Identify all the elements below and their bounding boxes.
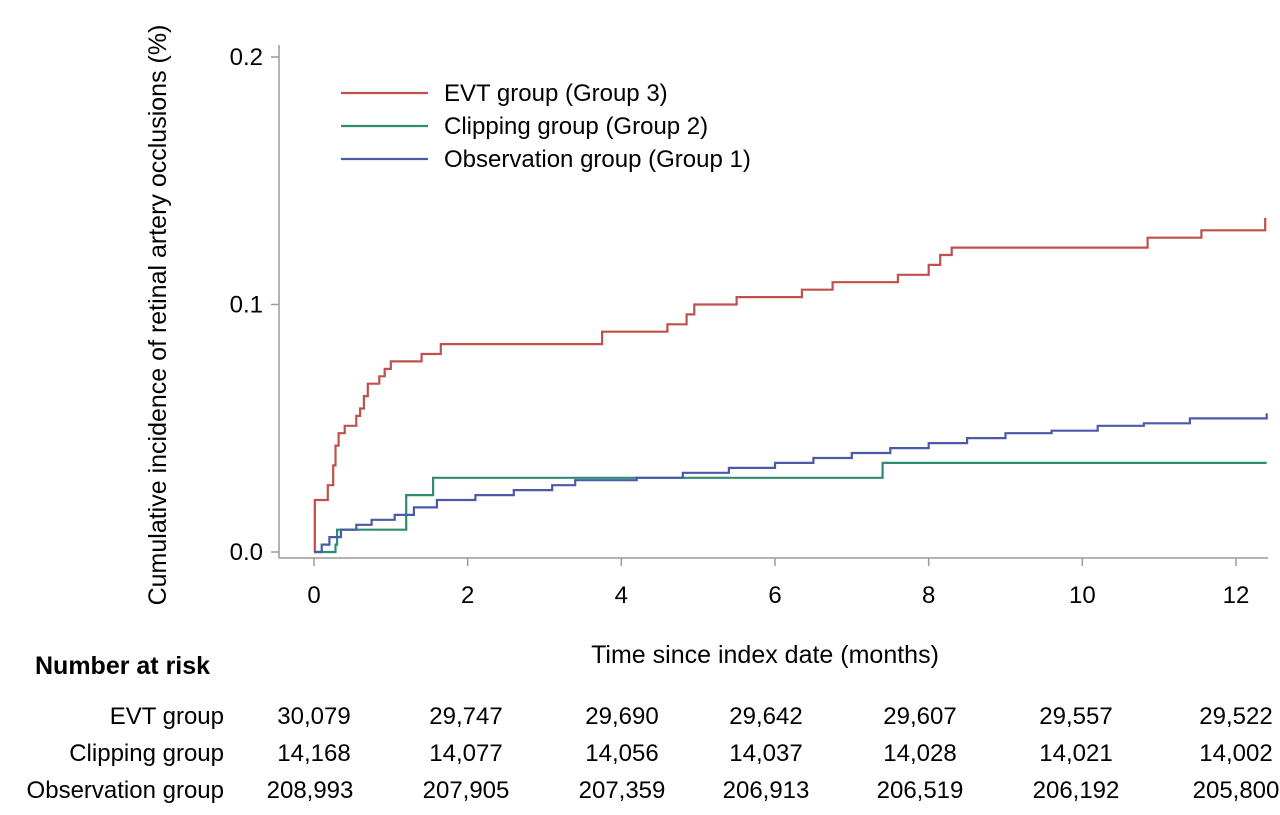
x-axis-label: Time since index date (months)	[591, 641, 939, 669]
y-axis-label: Cumulative incidence of retinal artery o…	[144, 25, 172, 606]
risk-cell: 29,557	[1039, 703, 1113, 730]
risk-cell: 29,690	[585, 703, 659, 730]
risk-cell: 14,028	[883, 740, 957, 767]
risk-cell: 206,192	[1032, 777, 1120, 804]
x-tick-label: 0	[307, 582, 320, 609]
risk-cell: 206,913	[722, 777, 810, 804]
legend-label: Clipping group (Group 2)	[444, 113, 708, 140]
y-tick-label: 0.1	[230, 292, 263, 319]
risk-cell: 14,056	[585, 740, 659, 767]
chart-axes: 0.0 0.1 0.2 0 2 4 6 8 10 12	[230, 44, 1268, 609]
x-tick-label: 2	[461, 582, 474, 609]
risk-table-title: Number at risk	[35, 652, 211, 680]
risk-cell: 14,077	[429, 740, 503, 767]
x-tick-label: 6	[768, 582, 781, 609]
risk-row-evt: EVT group 30,079 29,747 29,690 29,642 29…	[0, 703, 1280, 741]
legend-label: Observation group (Group 1)	[444, 146, 751, 173]
x-tick-label: 4	[615, 582, 628, 609]
risk-row-observation: Observation group 208,993 207,905 207,35…	[0, 777, 1280, 815]
risk-cell: 14,168	[277, 740, 351, 767]
x-tick-label: 8	[922, 582, 935, 609]
risk-cell: 206,519	[876, 777, 964, 804]
x-tick-label: 12	[1223, 582, 1250, 609]
risk-row-label: Clipping group	[69, 740, 224, 767]
series-line-3	[314, 413, 1268, 554]
risk-cell: 29,607	[883, 703, 957, 730]
x-tick-label: 10	[1069, 582, 1096, 609]
risk-cell: 208,993	[266, 777, 354, 804]
legend-label: EVT group (Group 3)	[444, 80, 668, 107]
risk-cell: 29,642	[729, 703, 803, 730]
risk-cell: 14,021	[1039, 740, 1113, 767]
chart-legend: EVT group (Group 3) Clipping group (Group…	[341, 80, 751, 173]
risk-cell: 207,359	[578, 777, 666, 804]
risk-cell: 205,800	[1192, 777, 1280, 804]
risk-cell: 207,905	[422, 777, 510, 804]
risk-cell: 29,522	[1199, 703, 1273, 730]
risk-cell: 30,079	[277, 703, 351, 730]
chart-series	[313, 217, 1268, 554]
series-line-1	[313, 217, 1267, 554]
risk-row-label: EVT group	[109, 703, 224, 730]
risk-cell: 29,747	[429, 703, 503, 730]
series-line-2	[314, 461, 1267, 554]
risk-cell: 14,037	[729, 740, 803, 767]
risk-cell: 14,002	[1199, 740, 1273, 767]
risk-row-label: Observation group	[26, 777, 224, 804]
y-tick-label: 0.0	[230, 539, 263, 566]
risk-row-clipping: Clipping group 14,168 14,077 14,056 14,0…	[0, 740, 1280, 778]
cumulative-incidence-chart: 0.0 0.1 0.2 0 2 4 6 8 10 12 EVT group (Group 3) Cl…	[144, 25, 1268, 669]
y-tick-label: 0.2	[230, 44, 263, 71]
